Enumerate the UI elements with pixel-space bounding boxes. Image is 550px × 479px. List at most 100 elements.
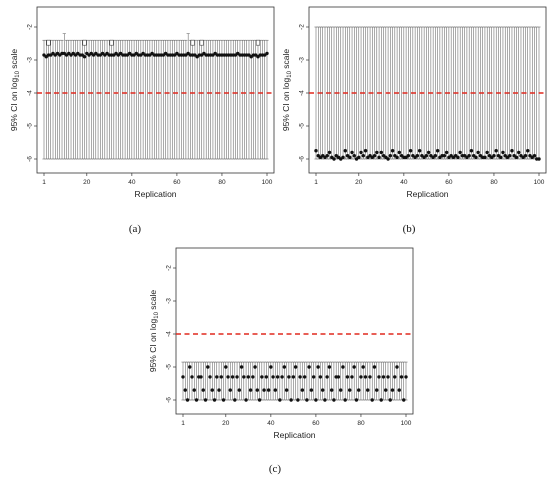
ci-box-marker [46,39,51,46]
data-point [386,157,390,161]
data-point [282,365,287,369]
data-point [356,388,361,392]
data-point [206,365,210,369]
data-point [235,375,239,379]
data-point [343,149,347,153]
data-point [291,375,296,379]
plot-frame [36,6,275,174]
data-point [469,149,474,153]
data-point [458,150,462,155]
data-point [345,375,350,379]
data-point [278,398,282,402]
data-point [377,375,381,379]
data-point [253,365,257,369]
data-point [381,375,386,379]
data-point [203,398,208,402]
data-point [375,150,379,155]
data-point [255,388,260,392]
data-point [352,154,356,158]
data-point [325,375,329,379]
y-axis-label: 95% CI on log10 scale [9,49,21,132]
points [181,365,408,402]
data-point [361,365,365,369]
x-tick-label: 100 [401,420,412,427]
data-point [336,375,341,379]
y-tick-label: -5 [27,123,34,129]
data-point [183,388,187,392]
data-point [242,375,246,379]
data-point [338,388,343,392]
ci-box-marker [109,39,114,46]
data-point [296,398,300,402]
data-point [332,157,336,161]
y-tick-label: -3 [27,57,34,63]
data-point [262,388,266,392]
data-point [406,154,411,158]
panel-caption-c: (c) [269,463,282,475]
data-point [323,398,327,402]
data-point [395,155,399,160]
x-tick-label: 60 [312,420,320,427]
data-point [510,149,514,153]
data-point [269,365,273,369]
x-tick-label: 40 [128,179,136,186]
data-point [508,154,512,158]
data-point [271,375,275,379]
panel-caption-a: (a) [129,223,142,235]
plot-frame [308,6,547,174]
y-tick-label: -2 [299,24,306,30]
data-point [359,150,363,155]
x-axis-label: Replication [134,189,176,199]
data-point [298,375,302,379]
data-point [192,388,196,392]
data-point [327,150,332,155]
y-tick-label: -6 [166,397,173,403]
data-point [494,149,498,153]
data-point [379,398,383,402]
data-point [275,375,280,379]
data-point [444,150,449,155]
x-axis-label: Replication [273,430,315,440]
data-point [526,149,530,153]
data-point [433,154,438,158]
data-point [316,365,320,369]
data-point [251,375,255,379]
data-point [359,375,363,379]
data-point [467,154,471,158]
data-point [332,398,336,402]
data-point [264,375,269,379]
y-tick-label: -4 [27,90,34,96]
data-point [390,388,395,392]
y-axis-label: 95% CI on log10 scale [281,49,293,132]
data-point [363,149,368,153]
data-point [388,398,392,402]
data-point [257,398,262,402]
ci-bars [181,361,408,401]
data-point [393,375,397,379]
data-point [226,375,230,379]
data-point [246,375,251,379]
y-tick-label: -6 [27,156,34,162]
ci-box-marker [82,39,87,46]
data-point [239,365,244,369]
data-point [210,388,214,392]
x-tick-label: 100 [534,179,545,186]
chart-a: -2 -3 -4 -5 -6 1 20 40 60 80 100 Replication 95% CI … [9,6,275,199]
data-point [426,150,431,155]
data-point [265,51,269,56]
data-point [395,365,399,369]
data-point [375,388,379,392]
y-tick-label: -2 [27,24,34,30]
data-point [307,365,311,369]
data-point [311,375,316,379]
chart-b: -2 -3 -4 -5 -6 1 20 40 60 80 100 Replication 95% CI … [281,6,547,199]
y-tick-label: -6 [299,156,306,162]
data-point [372,365,377,369]
data-point [523,154,528,158]
data-point [309,388,314,392]
ci-bars [42,33,269,160]
data-point [532,154,537,158]
data-point [343,398,347,402]
data-point [397,150,402,155]
data-point [305,398,309,402]
